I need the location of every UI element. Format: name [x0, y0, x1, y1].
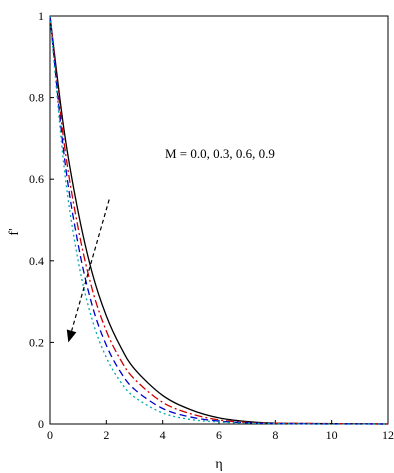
series-group	[49, 15, 389, 425]
arrow-shaft	[71, 199, 110, 332]
tick-labels: 0 2 4 6 8 10 12 0 0.2 0.4 0.6 0.8 1	[29, 9, 394, 442]
series-line-2	[49, 15, 389, 425]
x-tick-label: 8	[272, 428, 278, 442]
series-line-1	[49, 15, 389, 425]
y-tick-label: 0.6	[29, 172, 44, 186]
arrow-group	[66, 199, 110, 343]
x-tick-label: 10	[326, 428, 338, 442]
x-tick-label: 2	[103, 428, 109, 442]
y-tick-label: 0.2	[29, 335, 44, 349]
y-tick-label: 0.4	[29, 254, 44, 268]
annotation-text: M = 0.0, 0.3, 0.6, 0.9	[165, 146, 275, 161]
x-tick-label: 4	[160, 428, 166, 442]
y-axis-label: f'	[7, 228, 22, 235]
arrow-head	[66, 329, 77, 343]
x-axis-label: η	[215, 457, 222, 472]
x-tick-label: 12	[382, 428, 394, 442]
series-line-3	[49, 15, 389, 425]
x-tick-label: 0	[47, 428, 53, 442]
x-tick-label: 6	[216, 428, 222, 442]
y-tick-label: 0.8	[29, 91, 44, 105]
y-tick-label: 1	[38, 9, 44, 23]
y-tick-label: 0	[38, 417, 44, 431]
